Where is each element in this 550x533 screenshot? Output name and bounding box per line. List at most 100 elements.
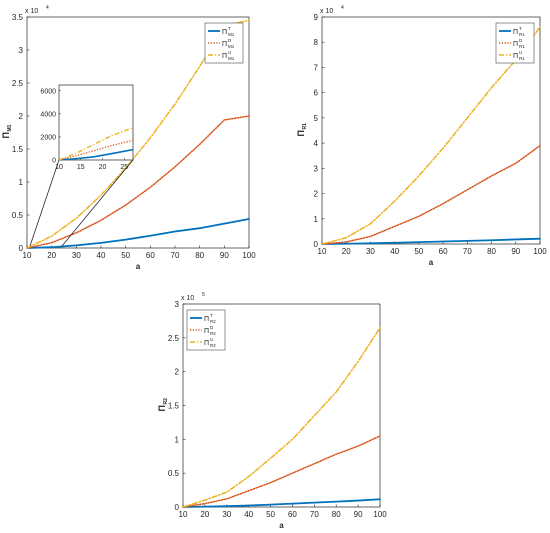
inset-x-tick-label: 25 (120, 164, 128, 171)
chart-r1-exponent-base: x 10 (320, 8, 333, 15)
chart-r1-ylabel-sub: R1 (302, 123, 308, 130)
x-tick-label: 90 (220, 251, 229, 260)
x-tick-label: 50 (121, 251, 130, 260)
chart-r2-ylabel: Π R2 (157, 398, 169, 412)
legend-label-sup: U (228, 50, 231, 55)
legend-label-sub: R1 (519, 56, 525, 61)
legend-label-main: Π (513, 29, 518, 36)
legend-label-main: Π (204, 316, 209, 323)
x-tick-label: 60 (146, 251, 155, 260)
y-tick-label: 2 (314, 190, 319, 199)
x-tick-label: 100 (242, 251, 256, 260)
y-tick-label: 2.5 (12, 79, 24, 88)
y-tick-label: 0 (19, 244, 24, 253)
y-tick-label: 1 (314, 215, 319, 224)
legend-label-main: Π (222, 53, 227, 60)
legend-label-sub: R2 (210, 343, 216, 348)
legend-label-main: Π (222, 41, 227, 48)
y-tick-label: 8 (314, 38, 319, 47)
legend-label-sub: M1 (228, 32, 235, 37)
chart-r2-exponent-base: x 10 (181, 295, 194, 302)
chart-r1-exponent-power: 4 (341, 5, 344, 11)
chart-r1-ylabel-main: Π (296, 130, 306, 137)
x-tick-label: 70 (171, 251, 180, 260)
chart-m1-ylabel-sub: M1 (7, 124, 13, 131)
y-tick-label: 1 (175, 435, 180, 444)
legend-label-main: Π (222, 29, 227, 36)
x-tick-label: 20 (200, 510, 209, 519)
y-tick-label: 0.5 (168, 469, 180, 478)
legend-label-sup: D (228, 38, 232, 43)
y-tick-label: 1.5 (168, 402, 180, 411)
x-tick-label: 100 (373, 510, 387, 519)
legend-label-sub: R2 (210, 331, 216, 336)
legend-label-main: Π (513, 53, 518, 60)
x-tick-label: 70 (310, 510, 319, 519)
y-tick-label: 3.5 (12, 13, 24, 22)
inset-y-tick-label: 6000 (40, 88, 56, 95)
chart-r2-exponent-power: 5 (202, 292, 205, 298)
legend-label-sup: D (519, 38, 523, 43)
x-tick-label: 80 (195, 251, 204, 260)
legend-label-sup: T (228, 26, 231, 31)
x-tick-label: 40 (244, 510, 253, 519)
y-tick-label: 5 (314, 114, 319, 123)
series-line-t (321, 237, 541, 245)
chart-r1-ylabel: Π R1 (296, 123, 308, 137)
inset-series-line-u (58, 127, 134, 161)
inset-y-tick-label: 2000 (40, 134, 56, 141)
chart-r1-xlabel: a (429, 258, 434, 267)
y-tick-label: 1 (19, 178, 24, 187)
series-line-t (182, 498, 381, 508)
x-tick-label: 100 (533, 247, 547, 256)
y-tick-label: 0 (314, 240, 319, 249)
series-line-d (321, 144, 541, 245)
chart-r1: 10 20 30 40 50 60 70 80 90 100 0 1 2 3 4 5 6 7 8 9 x 10 4 Π… (296, 5, 547, 267)
legend-label-sup: T (519, 26, 522, 31)
series-line-u (321, 26, 541, 245)
inset-x-tick-label: 20 (99, 164, 107, 171)
x-tick-label: 50 (414, 247, 423, 256)
y-tick-label: 3 (314, 164, 319, 173)
y-tick-label: 6 (314, 89, 319, 98)
series-line-d (182, 435, 381, 508)
legend-label-sub: R1 (519, 44, 525, 49)
x-tick-label: 10 (23, 251, 32, 260)
zoom-connector (29, 159, 60, 247)
x-tick-label: 60 (288, 510, 297, 519)
y-tick-label: 4 (314, 139, 319, 148)
x-tick-label: 10 (318, 247, 327, 256)
zoom-connector (61, 159, 134, 247)
x-tick-label: 20 (47, 251, 56, 260)
y-tick-label: 1.5 (12, 145, 24, 154)
legend-label-sub: M1 (228, 44, 235, 49)
x-tick-label: 80 (487, 247, 496, 256)
y-tick-label: 2 (175, 368, 180, 377)
x-tick-label: 90 (511, 247, 520, 256)
legend-label-main: Π (204, 328, 209, 335)
legend-label-sup: D (210, 325, 214, 330)
x-tick-label: 50 (266, 510, 275, 519)
chart-m1-exponent-base: x 10 (25, 8, 38, 15)
legend-label-sup: U (519, 50, 522, 55)
inset-x-tick-label: 15 (77, 164, 85, 171)
legend-label-sub: R1 (519, 32, 525, 37)
chart-m1-ylabel: Π M1 (1, 124, 13, 138)
inset-plot-area (58, 84, 134, 161)
legend-label-sub: M1 (228, 56, 235, 61)
chart-m1-exponent-power: 4 (46, 5, 49, 11)
x-tick-label: 40 (390, 247, 399, 256)
x-tick-label: 60 (439, 247, 448, 256)
y-tick-label: 2 (19, 112, 24, 121)
x-tick-label: 30 (222, 510, 231, 519)
y-tick-label: 3 (19, 46, 24, 55)
x-tick-label: 90 (354, 510, 363, 519)
x-tick-label: 30 (366, 247, 375, 256)
legend-label-sup: T (210, 313, 213, 318)
x-tick-label: 10 (179, 510, 188, 519)
series-line-t (26, 218, 250, 249)
